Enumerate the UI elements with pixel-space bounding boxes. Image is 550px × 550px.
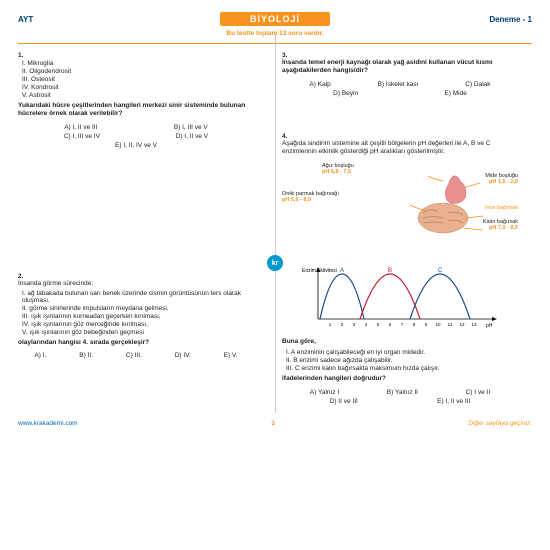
diagram-label: pH 6,8 - 7,5 (322, 169, 351, 175)
svg-text:7: 7 (401, 322, 404, 327)
svg-text:2: 2 (341, 322, 344, 327)
q4-text: ifadelerinden hangileri doğrudur? (282, 375, 518, 383)
q2-item: II. görme sinirlerinde impulsların meyda… (18, 305, 254, 312)
diagram-label: pH 5,6 - 8,0 (282, 197, 311, 203)
q1-item: IV. Kondrosit (18, 84, 254, 91)
footer-page: 3 (271, 420, 275, 427)
svg-text:5: 5 (377, 322, 380, 327)
q4-buna: Buna göre, (282, 338, 518, 346)
q3-opt: D) Beyin (333, 90, 358, 97)
q4-opt: C) I ve II (466, 389, 491, 396)
q4-item: III. C enzimi kalın bağırsakta maksimum … (282, 365, 518, 372)
q1-opt: D) I, II ve V (176, 133, 209, 140)
q2-opt: C) III. (126, 352, 142, 359)
q1-opt: B) I, III ve V (174, 124, 208, 131)
q2-opt: B) II. (79, 352, 93, 359)
svg-text:B: B (388, 268, 392, 274)
page-footer: www.krakademi.com 3 Diğer sayfaya geçini… (18, 420, 532, 427)
digestive-diagram: Ağız boşluğupH 6,8 - 7,5 Mide boşluğupH … (282, 163, 518, 258)
q3-opt: A) Kalp (309, 81, 330, 88)
q2-number: 2. (18, 273, 32, 280)
q1-item: I. Mikroglia (18, 60, 254, 67)
q2-lead: İnsanda görme sürecinde; (18, 280, 254, 287)
q1-item: II. Oligodendrosit (18, 68, 254, 75)
q2-opt: E) V. (224, 352, 238, 359)
q4-opt: A) Yalnız I (310, 389, 339, 396)
q3-opt: B) İskelet kası (378, 81, 419, 88)
q1-number: 1. (18, 52, 32, 59)
svg-text:3: 3 (353, 322, 356, 327)
q2-item: I. ağ tabakada bulunan sarı benek üzerin… (18, 290, 254, 304)
subject-badge: BİYOLOJİ (220, 12, 330, 26)
svg-text:12: 12 (459, 322, 465, 327)
svg-text:C: C (438, 268, 443, 274)
q4-opt: E) I, II ve III (437, 398, 470, 405)
stomach-icon (408, 173, 488, 238)
question-1: 1. I. Mikroglia II. Oligodendrosit III. … (18, 52, 268, 149)
svg-text:6: 6 (389, 322, 392, 327)
svg-text:11: 11 (448, 322, 453, 327)
header-left: AYT (18, 15, 78, 24)
left-column: 1. I. Mikroglia II. Oligodendrosit III. … (18, 52, 268, 421)
q3-opt: C) Dalak (465, 81, 490, 88)
diagram-label: İnce bağırsak (485, 205, 518, 211)
page-header: AYT BİYOLOJİ Deneme - 1 (18, 12, 532, 26)
q1-opt: E) I, II, IV ve V (115, 142, 157, 149)
footer-url: www.krakademi.com (18, 420, 78, 427)
q1-item: V. Astrosit (18, 92, 254, 99)
q2-opt: A) I. (34, 352, 46, 359)
question-2: 2. İnsanda görme sürecinde; I. ağ tabaka… (18, 273, 268, 361)
svg-text:8: 8 (413, 322, 416, 327)
brand-logo: kr (267, 255, 283, 271)
q2-item: V. ışık ışınlarının göz bebeğinden geçme… (18, 329, 254, 336)
q2-item: III. ışık ışınlarının korneadan geçerken… (18, 313, 254, 320)
svg-text:13: 13 (471, 322, 477, 327)
svg-text:1: 1 (329, 322, 332, 327)
diagram-label: pH 1,5 - 2,0 (489, 179, 518, 185)
q1-item: III. Osteosit (18, 76, 254, 83)
column-divider (275, 34, 276, 413)
footer-next: Diğer sayfaya geçiniz. (468, 420, 532, 427)
svg-text:A: A (340, 268, 344, 274)
q3-opt: E) Mide (444, 90, 466, 97)
enzyme-chart: Enzim Aktivitesi A B C pH 12345678910111… (282, 264, 518, 332)
right-column: 3. İnsanda temel enerji kaynağı olarak y… (282, 52, 532, 421)
q1-text: Yukarıdaki hücre çeşitlerinden hangileri… (18, 102, 254, 119)
diagram-label: pH 7,0 - 8,5 (489, 225, 518, 231)
q4-lead: Aşağıda sindirim sistemine ait çeşitli b… (282, 140, 518, 157)
q1-opt: C) I, III ve IV (64, 133, 100, 140)
q3-text: İnsanda temel enerji kaynağı olarak yağ … (282, 59, 518, 76)
q4-item: II. B enzimi sadece ağızda çalışabilir. (282, 357, 518, 364)
q1-opt: A) I, II ve III (64, 124, 97, 131)
q4-item: I. A enziminin çalışabileceği en iyi org… (282, 349, 518, 356)
header-center: BİYOLOJİ (78, 12, 472, 26)
q2-text: olaylarından hangisi 4. sırada gerçekleş… (18, 339, 254, 347)
q4-opt: D) II ve III (330, 398, 358, 405)
q2-item: IV. ışık ışınlarının göz merceğinde kırı… (18, 321, 254, 328)
chart-ylabel: Enzim Aktivitesi (302, 268, 337, 274)
header-right: Deneme - 1 (472, 15, 532, 24)
q4-opt: B) Yalnız II (387, 389, 418, 396)
question-4: 4. Aşağıda sindirim sistemine ait çeşitl… (282, 133, 532, 407)
svg-text:4: 4 (365, 322, 368, 327)
q2-opt: D) IV. (175, 352, 191, 359)
question-3: 3. İnsanda temel enerji kaynağı olarak y… (282, 52, 532, 99)
q4-number: 4. (282, 133, 296, 140)
q3-number: 3. (282, 52, 296, 59)
svg-text:10: 10 (435, 322, 441, 327)
svg-text:9: 9 (425, 322, 428, 327)
